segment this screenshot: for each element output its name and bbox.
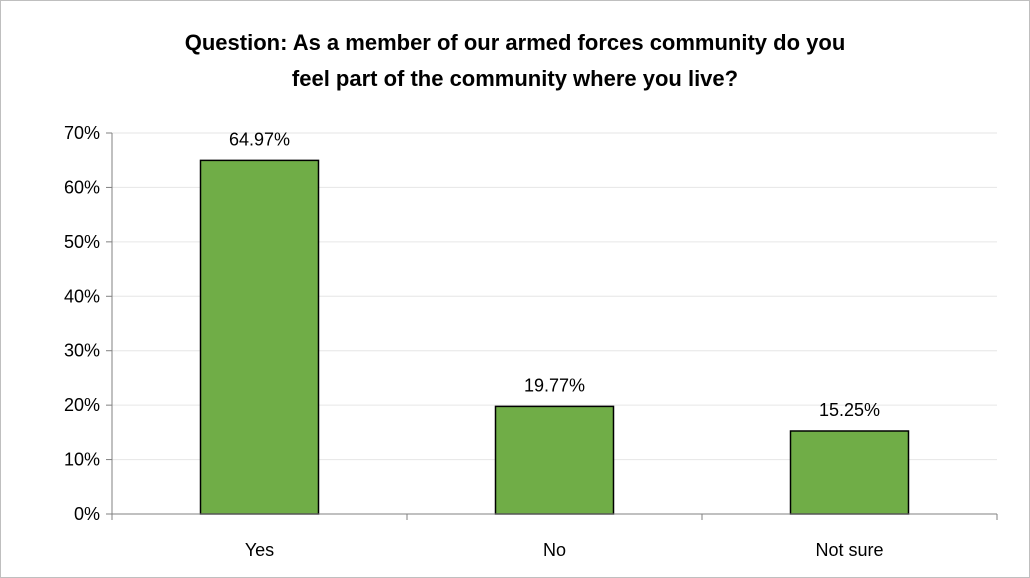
data-labels: 64.97% 19.77% 15.25%: [229, 129, 880, 420]
x-tick-label: No: [543, 540, 566, 560]
bar-not-sure: [789, 430, 910, 515]
axes: [106, 132, 998, 520]
y-tick-label: 30%: [64, 341, 100, 361]
chart-title-line-2: feel part of the community where you liv…: [292, 66, 738, 91]
y-tick-label: 10%: [64, 450, 100, 470]
bars: [199, 159, 910, 515]
x-tick-labels: Yes No Not sure: [245, 540, 884, 560]
data-label: 64.97%: [229, 129, 290, 149]
y-tick-labels: 0% 10% 20% 30% 40% 50% 60% 70%: [64, 123, 100, 524]
x-tick-label: Yes: [245, 540, 274, 560]
y-tick-label: 50%: [64, 232, 100, 252]
data-label: 19.77%: [524, 375, 585, 395]
chart-title-line-1: Question: As a member of our armed force…: [185, 30, 846, 55]
y-tick-label: 0%: [74, 504, 100, 524]
bar-yes: [199, 159, 320, 515]
y-tick-label: 20%: [64, 395, 100, 415]
x-tick-label: Not sure: [815, 540, 883, 560]
y-tick-label: 70%: [64, 123, 100, 143]
data-label: 15.25%: [819, 400, 880, 420]
y-tick-label: 60%: [64, 177, 100, 197]
bar-no: [494, 405, 615, 515]
y-tick-label: 40%: [64, 286, 100, 306]
